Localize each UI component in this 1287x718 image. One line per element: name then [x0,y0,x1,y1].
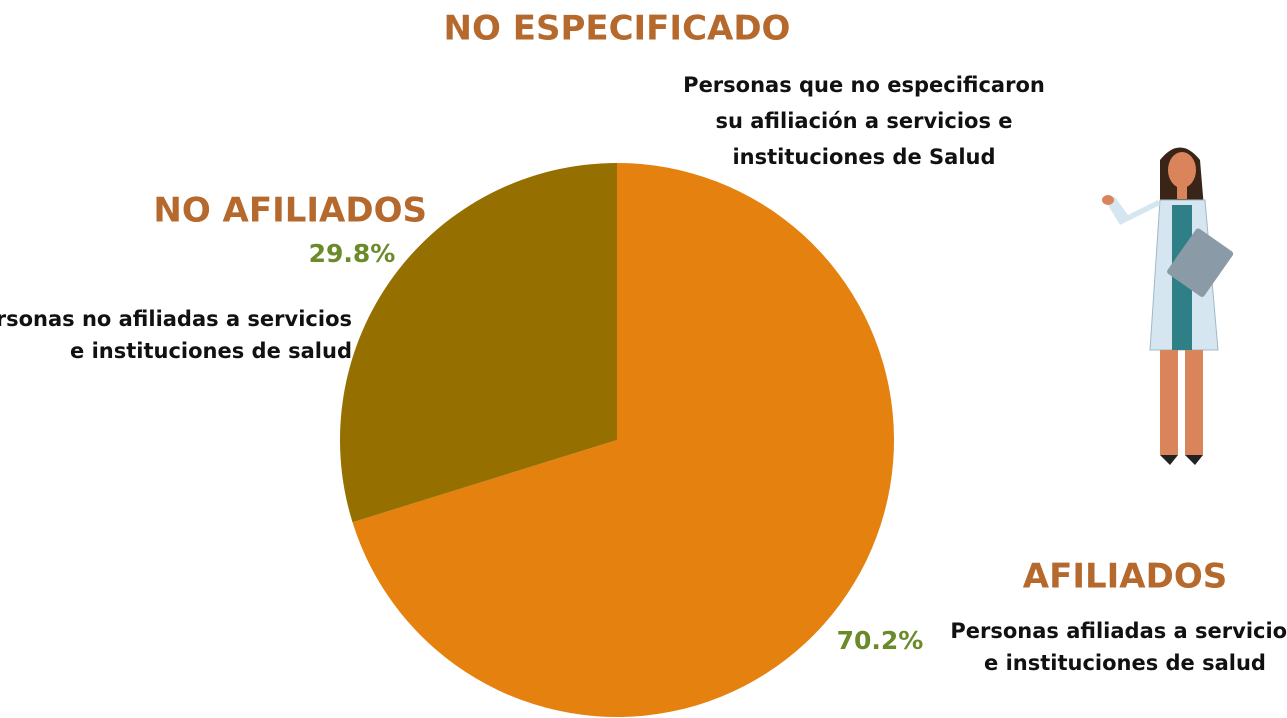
annotation-text: su afiliación a servicios e [716,109,1013,133]
category-description: Personas afiliadas a servicios [950,619,1287,643]
category-description: e instituciones de salud [70,339,352,363]
value-label: 29.8% [309,239,396,268]
pie-slice [340,162,617,523]
category-description: e instituciones de salud [984,651,1266,675]
category-description: Personas no afiliadas a servicios [0,307,352,331]
doctor-illustration [1102,147,1234,465]
value-label: 70.2% [837,626,924,655]
category-label: NO AFILIADOS [153,191,427,231]
annotation-title: NO ESPECIFICADO [444,9,791,49]
annotation-text: instituciones de Salud [732,145,995,169]
pie-slice [352,163,894,717]
annotation-text: Personas que no especificaron [683,73,1045,97]
category-label: AFILIADOS [1023,557,1227,597]
